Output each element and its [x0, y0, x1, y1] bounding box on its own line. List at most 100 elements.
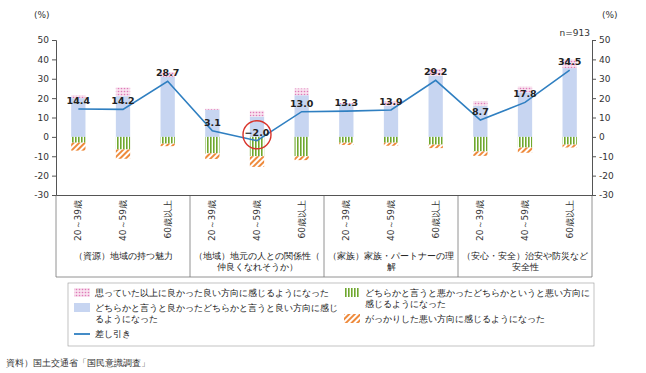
category-label: 60歳以上: [163, 200, 173, 238]
tick: 60歳以上: [565, 195, 575, 238]
category-label: 40～59歳: [520, 200, 530, 241]
tick: 20～39歳: [341, 195, 351, 241]
group-label: （安心・安全）治安や防災など安全性: [462, 251, 588, 272]
tick: 40～59歳: [386, 195, 396, 241]
line: [78, 70, 569, 141]
category-label: 20～39歳: [73, 200, 83, 241]
tick: -10: [34, 152, 56, 162]
axis-line: [593, 41, 597, 196]
text-line: るようになった: [95, 314, 158, 324]
tick: 20: [38, 94, 56, 104]
text-line: どちらかと言うと悪かったどちらかというと悪い方向に: [365, 288, 590, 298]
group-separator: [458, 195, 459, 277]
group-separator: [324, 195, 325, 277]
tick: 30: [592, 74, 611, 84]
tick: 60歳以上: [297, 195, 307, 238]
bar: [473, 137, 487, 152]
text-line: 解: [387, 262, 396, 272]
bar: [518, 148, 532, 153]
tick-mark: [592, 195, 596, 196]
bar: [473, 151, 487, 155]
tick-label: -30: [34, 190, 49, 200]
category-label: 40～59歳: [252, 200, 262, 241]
legend-label: どちらかと言うと良かったどちらかと言うと良い方向に感じるようになった: [95, 303, 338, 324]
bar: [161, 137, 175, 144]
group-label: （家族）家族・パートナーの理解: [328, 251, 454, 272]
tick-mark: [52, 79, 56, 80]
tick-label: 50: [599, 35, 611, 45]
tick-mark: [592, 137, 596, 138]
annotation: n=913: [560, 28, 590, 38]
tick-label: -10: [34, 152, 49, 162]
text-line: がっかりした悪い方向に感じるようになった: [365, 314, 545, 324]
source: 資料）国土交通省「国民意識調査」: [6, 358, 150, 368]
tick: 0: [43, 132, 56, 142]
group-frame: [56, 277, 592, 278]
chart-container: 14.414.228.73.1−2.013.013.313.929.28.717…: [0, 0, 646, 373]
bar: [250, 111, 264, 117]
tick-label: 0: [599, 132, 605, 142]
bar: [295, 137, 309, 156]
bar: [518, 137, 532, 148]
tick-mark: [52, 59, 56, 60]
text-line: 思っていた以上に良かった良い方向に感じるようになった: [94, 288, 329, 298]
bar: [71, 143, 85, 151]
group-separator: [56, 195, 57, 277]
bar: [250, 156, 264, 167]
tick-mark: [52, 176, 56, 177]
category-label: 20～39歳: [475, 200, 485, 241]
bar: [339, 137, 353, 143]
chart-svg: 14.414.228.73.1−2.013.013.313.929.28.717…: [0, 0, 646, 373]
tick: 40: [592, 55, 611, 65]
tick: -10: [592, 152, 614, 162]
legend: 思っていた以上に良かった良い方向に感じるようになったどちらかと言うと良かったどち…: [68, 283, 594, 346]
tick: -30: [34, 190, 56, 200]
tick-mark: [592, 176, 596, 177]
tick-label: -20: [34, 171, 49, 181]
y2-axis: -30-20-1001020304050: [592, 35, 614, 200]
data-label: 8.7: [472, 106, 489, 117]
legend-swatch: [74, 288, 90, 297]
tick-mark: [52, 118, 56, 119]
bar: [205, 153, 219, 159]
tick-mark: [592, 156, 596, 157]
tick: 50: [38, 35, 56, 45]
tick-mark: [592, 79, 596, 80]
text-line: 差し引き: [95, 329, 131, 339]
bar: [563, 137, 577, 145]
bar: [339, 143, 353, 145]
bar: [563, 68, 577, 137]
legend-swatch: [344, 288, 360, 297]
tick: 20～39歳: [207, 195, 217, 241]
legend-label: 思っていた以上に良かった良い方向に感じるようになった: [94, 288, 329, 298]
bar: [384, 137, 398, 143]
data-labels: 14.414.228.73.1−2.013.013.313.929.28.717…: [67, 56, 582, 149]
category-label: 60歳以上: [565, 200, 575, 238]
text-line: （安心・安全）治安や防災など: [462, 251, 588, 261]
bar: [295, 156, 309, 160]
data-label: 17.8: [513, 88, 537, 99]
text-line: 感じるようになった: [365, 299, 446, 309]
tick-mark: [52, 137, 56, 138]
text-line: （資源）地域の持つ魅力: [74, 251, 173, 261]
tick: 0: [592, 132, 605, 142]
text-line: （家族）家族・パートナーの理: [328, 251, 454, 261]
tick-label: -10: [599, 152, 614, 162]
tick: 40～59歳: [118, 195, 128, 241]
text-line: 仲良くなれそうか）: [217, 262, 298, 272]
tick-label: 0: [43, 132, 49, 142]
data-label: 28.7: [156, 67, 179, 78]
tick: -30: [592, 190, 614, 200]
category-label: 60歳以上: [297, 200, 307, 238]
bar: [339, 104, 353, 137]
group-label: （地域）地元の人との関係性（仲良くなれそうか）: [194, 251, 320, 272]
group-separators: [56, 195, 592, 277]
legend-swatch: [344, 314, 360, 323]
bar: [161, 144, 175, 147]
axis-line: [52, 41, 57, 196]
legend-swatch: [74, 303, 90, 312]
tick-label: 30: [38, 74, 50, 84]
category-label: 20～39歳: [207, 200, 217, 241]
data-label: 13.0: [290, 98, 314, 109]
tick: 10: [592, 113, 611, 123]
